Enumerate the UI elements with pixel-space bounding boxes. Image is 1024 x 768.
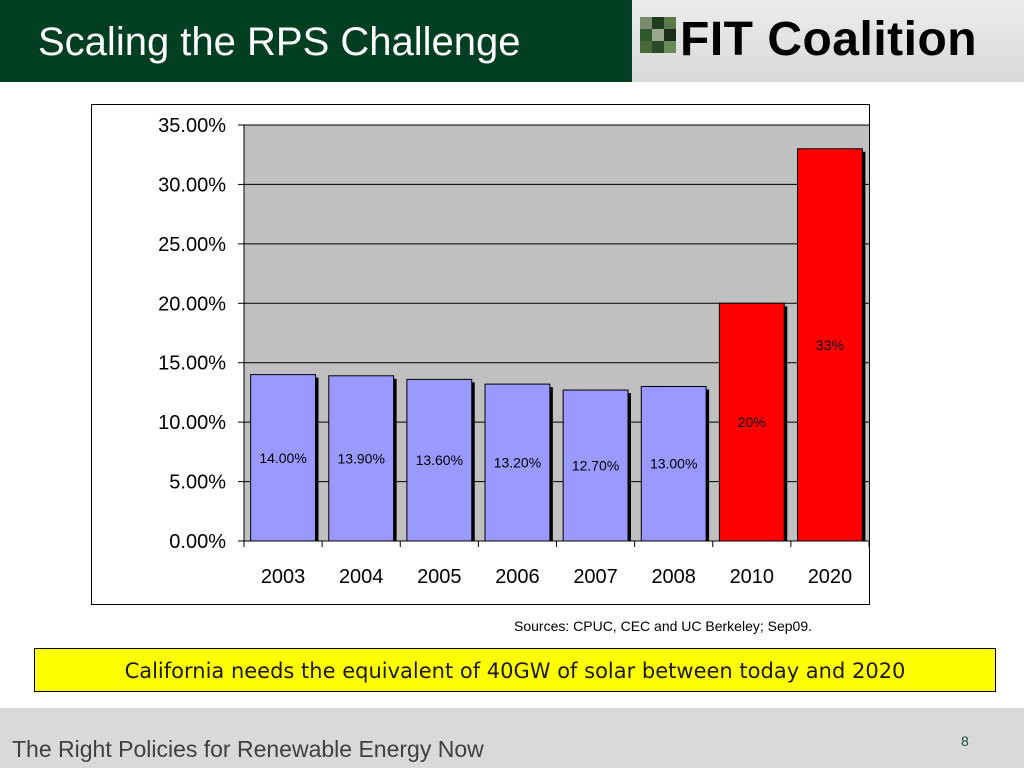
- bar: [250, 374, 316, 542]
- data-label: 13.60%: [416, 452, 463, 468]
- x-tick-label: 2003: [261, 566, 306, 588]
- page-number: 8: [961, 733, 969, 749]
- y-tick-label: 25.00%: [158, 234, 226, 256]
- slide-footer: The Right Policies for Renewable Energy …: [0, 708, 1024, 768]
- slide-title: Scaling the RPS Challenge: [38, 20, 521, 64]
- data-label: 14.00%: [259, 450, 306, 466]
- x-tick-label: 2020: [808, 566, 853, 588]
- x-tick-label: 2010: [730, 566, 775, 588]
- data-label: 12.70%: [572, 458, 619, 474]
- bar: [562, 389, 629, 542]
- callout-box: California needs the equivalent of 40GW …: [34, 648, 996, 692]
- x-tick-label: 2007: [573, 566, 618, 588]
- title-banner: Scaling the RPS Challenge: [0, 0, 632, 82]
- logo-banner: FIT Coalition: [632, 0, 1024, 82]
- y-tick-label: 35.00%: [158, 115, 226, 137]
- sources-note: Sources: CPUC, CEC and UC Berkeley; Sep0…: [514, 618, 813, 634]
- y-tick-label: 0.00%: [169, 531, 226, 553]
- bar: [484, 383, 551, 542]
- data-label: 13.90%: [337, 450, 384, 466]
- data-label: 20%: [738, 414, 766, 430]
- slide-header: Scaling the RPS Challenge FIT Coalition: [0, 0, 1024, 82]
- bar: [718, 302, 785, 542]
- footer-text: The Right Policies for Renewable Energy …: [12, 736, 484, 762]
- x-tick-label: 2004: [339, 566, 384, 588]
- y-tick-label: 20.00%: [158, 293, 226, 315]
- x-tick-label: 2006: [495, 566, 540, 588]
- x-tick-label: 2008: [651, 566, 696, 588]
- bar: [640, 385, 707, 542]
- bar-chart: 0.00% 5.00% 10.00% 15.00% 20.00% 25.00% 30.00%…: [158, 115, 869, 588]
- y-tick-label: 30.00%: [158, 174, 226, 196]
- data-label: 13.00%: [650, 456, 697, 472]
- logo-text: FIT Coalition: [680, 13, 978, 66]
- data-label: 33%: [816, 337, 844, 353]
- data-label: 13.20%: [494, 455, 541, 471]
- bar: [328, 375, 395, 542]
- bar: [406, 378, 473, 542]
- y-tick-label: 10.00%: [158, 412, 226, 434]
- y-tick-label: 15.00%: [158, 353, 226, 375]
- bar: [797, 148, 863, 542]
- y-tick-label: 5.00%: [169, 472, 226, 494]
- chart-container: 0.00% 5.00% 10.00% 15.00% 20.00% 25.00% 30.00%…: [91, 104, 870, 605]
- x-tick-label: 2005: [417, 566, 462, 588]
- checker-grid-icon: [640, 17, 676, 53]
